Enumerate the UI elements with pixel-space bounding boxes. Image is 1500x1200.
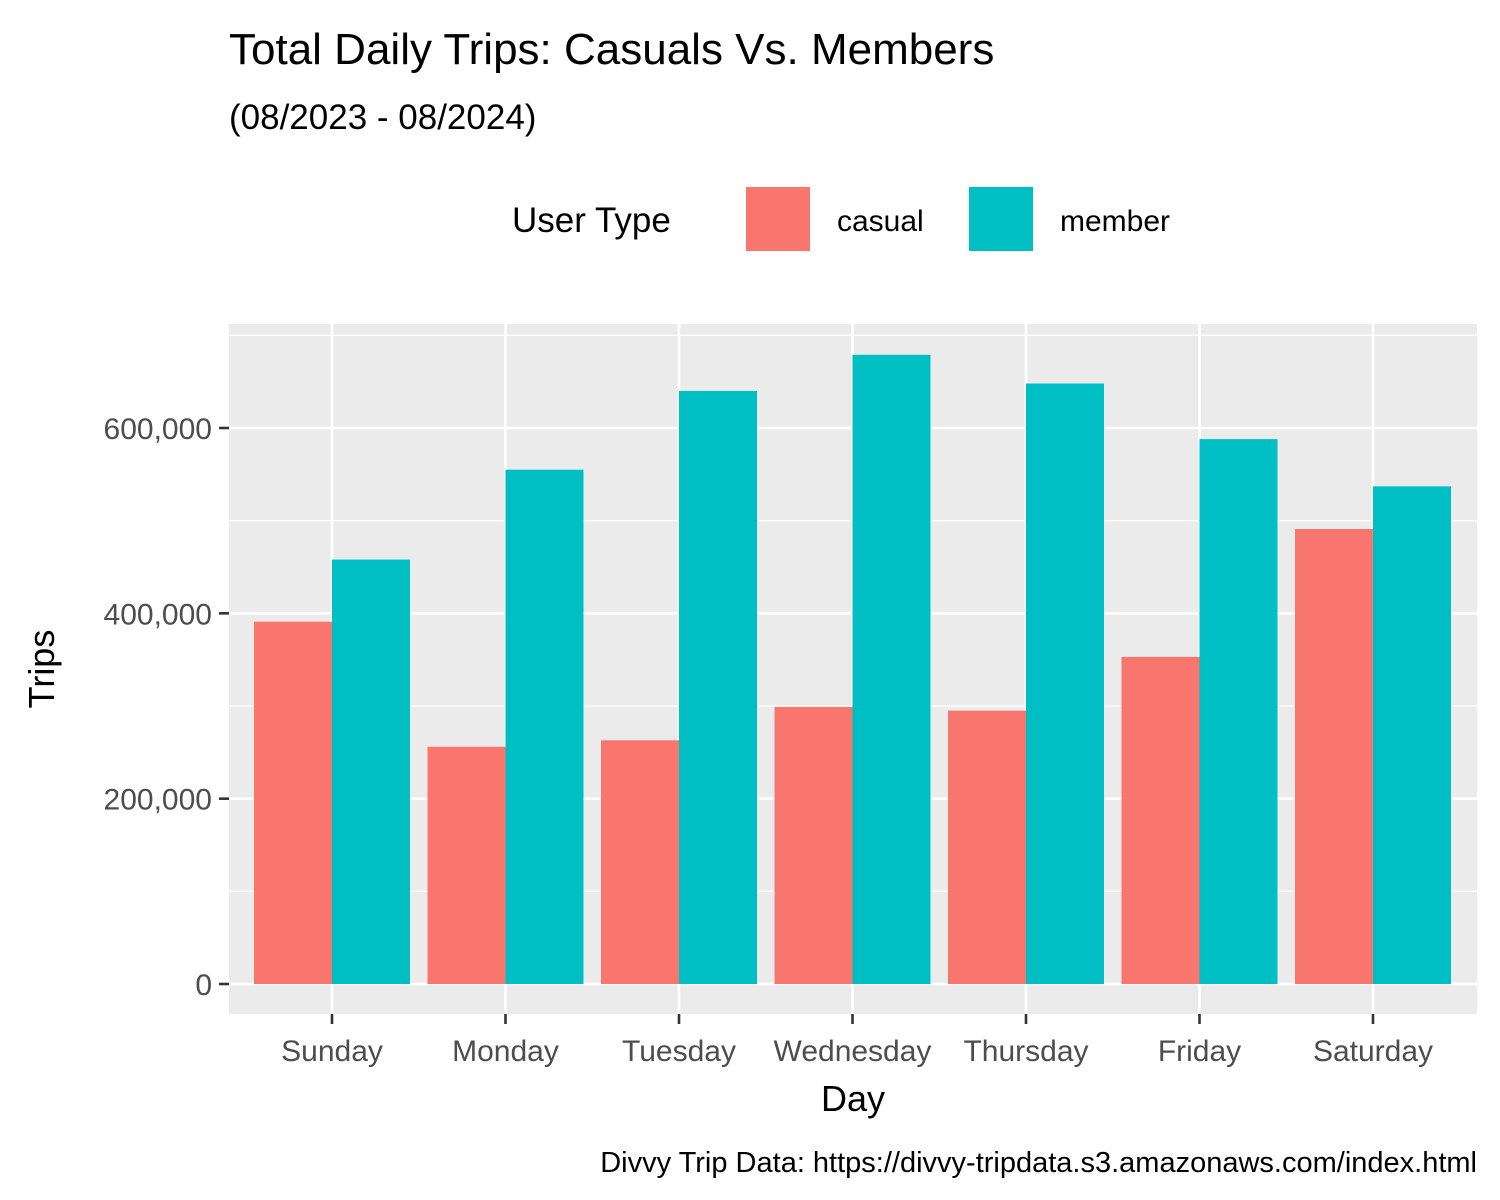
x-axis: Sunday Monday Tuesday Wednesday Thursday Frid… — [281, 1014, 1433, 1068]
legend: User Type casual member — [512, 185, 1170, 253]
x-tick-label: Saturday — [1313, 1035, 1433, 1068]
chart-caption: Divvy Trip Data: https://divvy-tripdata.… — [600, 1147, 1477, 1179]
legend-label-casual: casual — [837, 205, 924, 238]
y-axis-title: Trips — [21, 630, 62, 709]
bar-casual-sunday — [254, 621, 332, 984]
bar-casual-monday — [427, 746, 506, 984]
y-tick-label: 0 — [195, 969, 212, 1002]
x-axis-title: Day — [821, 1078, 885, 1119]
y-tick-label: 200,000 — [104, 784, 212, 817]
y-tick-label: 600,000 — [104, 413, 212, 446]
bar-member-friday — [1199, 439, 1278, 984]
legend-label-member: member — [1060, 205, 1170, 238]
y-axis: 0 200,000 400,000 600,000 — [104, 413, 229, 1002]
chart-subtitle: (08/2023 - 08/2024) — [229, 98, 536, 137]
y-tick-label: 400,000 — [104, 598, 212, 631]
legend-key-casual — [746, 187, 810, 251]
x-tick-label: Sunday — [281, 1035, 383, 1068]
bar-member-sunday — [332, 559, 410, 984]
x-tick-label: Wednesday — [774, 1035, 932, 1068]
bars — [254, 354, 1451, 984]
bar-member-tuesday — [679, 390, 757, 984]
bar-member-monday — [505, 469, 584, 984]
x-tick-label: Tuesday — [622, 1035, 736, 1068]
x-tick-label: Friday — [1158, 1035, 1241, 1068]
x-tick-label: Thursday — [963, 1035, 1088, 1068]
bar-member-wednesday — [852, 354, 931, 984]
bar-casual-wednesday — [774, 706, 853, 984]
bar-casual-saturday — [1295, 529, 1373, 984]
x-tick-label: Monday — [452, 1035, 559, 1068]
bar-member-thursday — [1026, 383, 1104, 984]
legend-title: User Type — [512, 201, 671, 240]
chart-title: Total Daily Trips: Casuals Vs. Members — [229, 25, 994, 74]
legend-key-member — [969, 187, 1033, 251]
bar-member-saturday — [1373, 486, 1451, 984]
bar-casual-thursday — [948, 710, 1026, 984]
bar-casual-tuesday — [601, 740, 679, 984]
bar-casual-friday — [1121, 656, 1200, 984]
